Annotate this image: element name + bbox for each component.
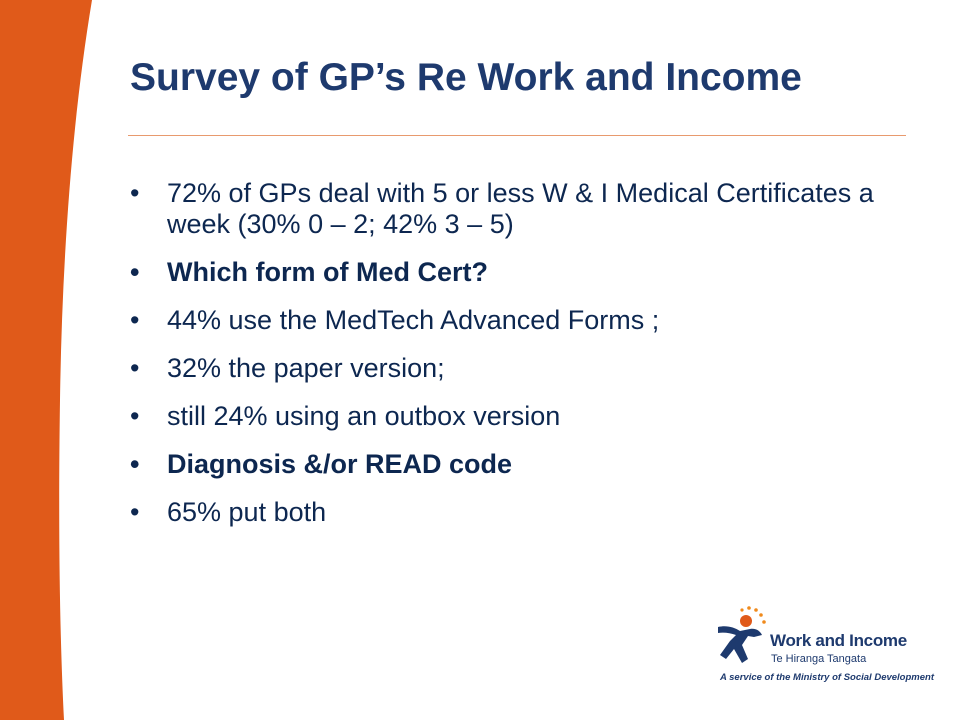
logo-name: Work and Income: [770, 631, 907, 650]
bullet-marker: •: [130, 178, 140, 208]
logo-tagline: A service of the Ministry of Social Deve…: [720, 672, 934, 683]
bullet-text: 32% the paper version;: [167, 353, 445, 383]
bullet-item: • 44% use the MedTech Advanced Forms ;: [130, 305, 910, 336]
work-and-income-logo: Work and Income Te Hiranga Tangata A ser…: [712, 605, 934, 690]
bullet-item: • 32% the paper version;: [130, 353, 910, 384]
bullet-item: • 65% put both: [130, 497, 910, 528]
bullet-text: 44% use the MedTech Advanced Forms ;: [167, 305, 660, 335]
bullet-marker: •: [130, 497, 140, 527]
bullet-marker: •: [130, 401, 140, 431]
figure-logo-icon: [718, 606, 766, 663]
orange-side-band: [0, 0, 92, 720]
title-divider: [128, 135, 906, 136]
bullet-marker: •: [130, 449, 140, 479]
bullet-item: • Diagnosis &/or READ code: [130, 449, 910, 480]
bullet-text: 65% put both: [167, 497, 327, 527]
bullet-text: Diagnosis &/or READ code: [167, 449, 513, 479]
bullet-text: 72% of GPs deal with 5 or less W & I Med…: [167, 178, 874, 239]
bullet-marker: •: [130, 257, 140, 287]
bullet-text: Which form of Med Cert?: [167, 257, 488, 287]
logo-subtitle: Te Hiranga Tangata: [771, 653, 867, 665]
bullet-item: • 72% of GPs deal with 5 or less W & I Me…: [130, 178, 910, 240]
bullet-item: • Which form of Med Cert?: [130, 257, 910, 288]
bullet-marker: •: [130, 305, 140, 335]
bullet-list: • 72% of GPs deal with 5 or less W & I Me…: [130, 178, 910, 545]
bullet-text: still 24% using an outbox version: [167, 401, 561, 431]
slide-title: Survey of GP’s Re Work and Income: [130, 56, 802, 99]
bullet-marker: •: [130, 353, 140, 383]
bullet-item: • still 24% using an outbox version: [130, 401, 910, 432]
